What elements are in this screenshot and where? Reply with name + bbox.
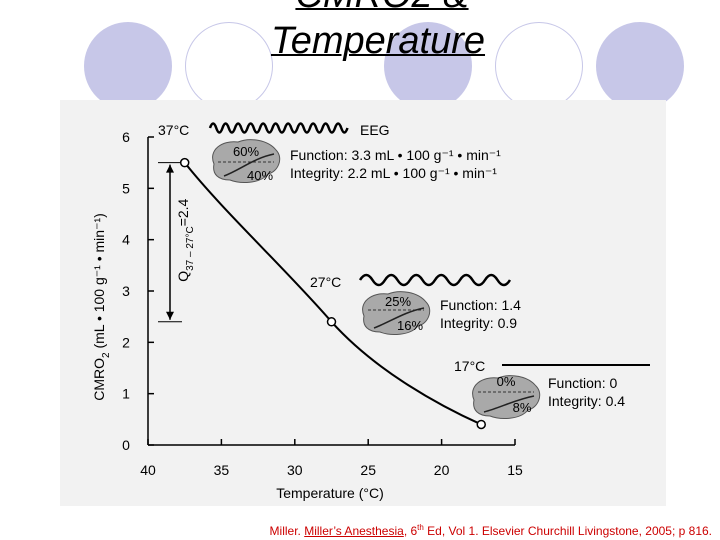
decor-circle-1 [84, 22, 172, 110]
y-tick-label: 2 [122, 334, 130, 350]
annotation-37c-pct-bottom: 40% [247, 168, 273, 183]
slide-title: CMRO2 & Temperature [0, 0, 720, 64]
x-tick-label: 25 [360, 462, 376, 478]
brain-37c-icon [212, 139, 281, 183]
citation: Miller. Miller’s Anesthesia, 6th Ed, Vol… [0, 520, 712, 539]
x-tick-label: 30 [287, 462, 303, 478]
cmro2-temperature-chart: 0 1 2 3 4 5 6 40 35 30 25 20 15 Temperature (°C) CMR… [60, 100, 666, 506]
decor-circle-3 [384, 22, 472, 110]
y-tick-label: 0 [122, 437, 130, 453]
q10-bracket [158, 162, 185, 323]
annotation-27c-function: Function: 1.4 [440, 297, 521, 313]
citation-book: Miller’s Anesthesia [304, 524, 404, 538]
data-point [179, 157, 190, 168]
citation-edition-sup: th [417, 523, 424, 532]
y-tick-label: 6 [122, 129, 130, 145]
annotation-27c: 27°C 25% 16% Function: 1.4 Integrity: 0.… [310, 273, 521, 335]
x-axis-label: Temperature (°C) [276, 485, 384, 501]
brain-27c-icon [362, 291, 431, 335]
y-axis-label: CMRO2 (mL • 100 g⁻¹ • min⁻¹) [91, 213, 112, 401]
slide-title-line2: Temperature [270, 20, 486, 62]
decor-circle-2 [185, 22, 273, 110]
annotation-27c-integrity: Integrity: 0.9 [440, 315, 517, 331]
data-points [179, 157, 486, 430]
annotation-37c-integrity: Integrity: 2.2 mL • 100 g⁻¹ • min⁻¹ [290, 165, 497, 181]
annotation-27c-pct-top: 25% [385, 294, 411, 309]
annotation-17c-function: Function: 0 [548, 375, 617, 391]
y-tick-label: 5 [122, 180, 130, 196]
decor-circle-5 [596, 22, 684, 110]
y-tick-label: 4 [122, 232, 130, 248]
y-axis-label-main: CMRO [91, 358, 107, 401]
chart-ticks: 0 1 2 3 4 5 6 40 35 30 25 20 15 [122, 129, 523, 478]
x-tick-label: 40 [140, 462, 156, 478]
q10-value: =2.4 [175, 198, 191, 226]
annotation-17c-pct-top: 0% [497, 374, 516, 389]
x-tick-label: 20 [434, 462, 450, 478]
eeg-wave-37c-icon [208, 122, 349, 134]
data-point [326, 317, 337, 327]
figure-background [60, 100, 666, 506]
annotation-27c-temp: 27°C [310, 274, 341, 290]
q10-label: Q37 – 27°C=2.4 [175, 198, 196, 281]
annotation-37c-function: Function: 3.3 mL • 100 g⁻¹ • min⁻¹ [290, 147, 501, 163]
bracket-arrow-down-icon [166, 311, 174, 320]
brain-17c-icon [472, 375, 541, 419]
annotation-37c-pct-top: 60% [233, 144, 259, 159]
y-tick-label: 3 [122, 283, 130, 299]
annotation-37c-eeg: EEG [360, 122, 390, 138]
data-point [476, 419, 486, 430]
annotation-27c-pct-bottom: 16% [397, 318, 423, 333]
bracket-arrow-up-icon [166, 164, 174, 173]
x-tick-label: 35 [214, 462, 230, 478]
annotation-17c-pct-bottom: 8% [513, 400, 532, 415]
decor-circle-4 [495, 22, 583, 110]
citation-rest: Ed, Vol 1. Elsevier Churchill Livingston… [423, 524, 712, 538]
y-axis-label-unit: (mL • 100 g⁻¹ • min⁻¹) [91, 213, 107, 352]
annotation-17c-temp: 17°C [454, 358, 485, 374]
citation-author: Miller. [269, 524, 305, 538]
annotation-37c: 37°C EEG 60% 40% Function: 3.3 mL • 100 … [158, 122, 501, 183]
q10-sub: 37 – 27°C [185, 226, 196, 271]
annotation-37c-temp: 37°C [158, 122, 189, 138]
y-axis-label-sub: 2 [101, 352, 112, 358]
q10-main: Q [175, 271, 191, 282]
y-tick-label: 1 [122, 386, 130, 402]
x-tick-label: 15 [507, 462, 523, 478]
annotation-17c-integrity: Integrity: 0.4 [548, 393, 625, 409]
citation-sep: , 6 [403, 524, 418, 538]
eeg-wave-27c-icon [358, 273, 512, 287]
slide-title-line1: CMRO2 & [295, 0, 468, 18]
annotation-17c: 17°C 0% 8% Function: 0 Integrity: 0.4 [454, 358, 650, 419]
